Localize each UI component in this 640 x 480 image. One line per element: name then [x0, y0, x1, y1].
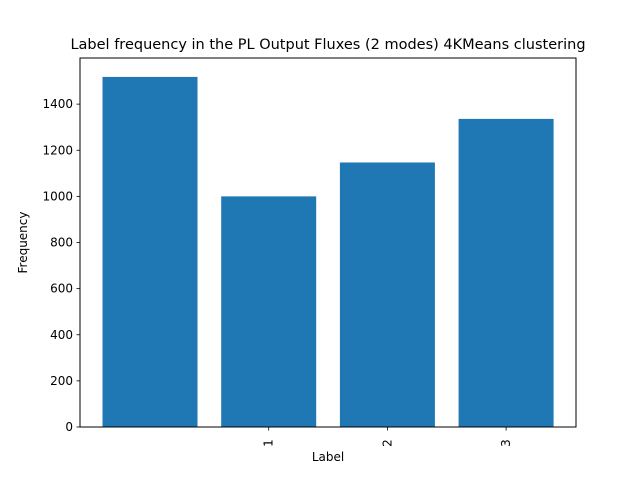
x-tick-label-3: 3: [499, 439, 513, 447]
y-tick-label-1: 200: [50, 374, 73, 388]
plot-area: [76, 57, 577, 431]
y-tick-label-7: 1400: [42, 97, 73, 111]
bar-1: [221, 196, 317, 427]
y-tick-label-4: 800: [50, 236, 73, 250]
bar-3: [458, 118, 554, 427]
x-tick-label-2: 2: [380, 439, 394, 447]
y-tick-label-5: 1000: [42, 189, 73, 203]
y-tick-label-0: 0: [65, 420, 73, 434]
y-axis-label: Frequency: [16, 212, 30, 274]
x-axis-label: Label: [312, 450, 344, 464]
y-tick-label-2: 400: [50, 328, 73, 342]
bar-0: [102, 76, 198, 427]
chart-title: Label frequency in the PL Output Fluxes …: [70, 37, 585, 53]
y-tick-label-3: 600: [50, 282, 73, 296]
bar-2: [339, 162, 435, 427]
x-tick-label-1: 1: [262, 439, 276, 447]
y-tick-label-6: 1200: [42, 143, 73, 157]
